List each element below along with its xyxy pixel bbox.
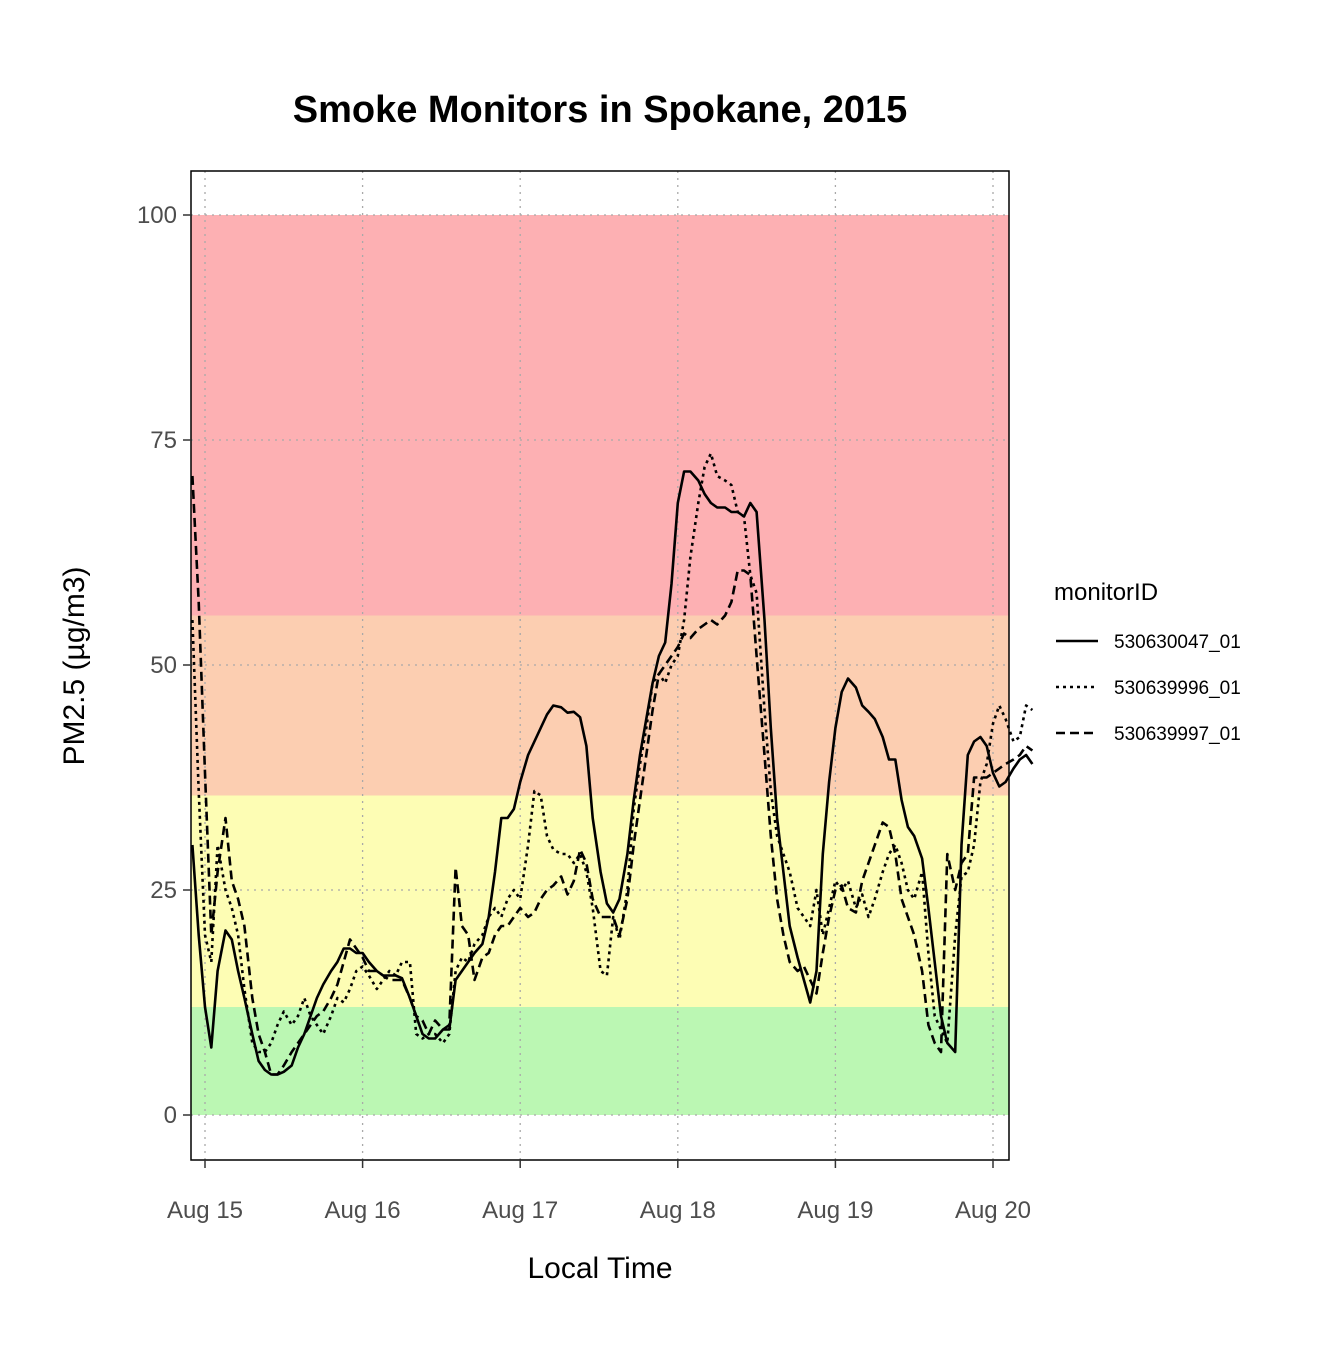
legend-label-530639996_01: 530639996_01 — [1114, 678, 1241, 699]
x-tick-label: Aug 17 — [482, 1197, 558, 1224]
aqi-band-0 — [191, 1007, 1009, 1115]
aqi-band-3 — [191, 215, 1009, 616]
aqi-bands — [191, 215, 1009, 1115]
y-tick-label: 100 — [137, 202, 177, 229]
y-tick-label: 0 — [164, 1102, 177, 1129]
series-line-530639996_01 — [191, 452, 1034, 1054]
x-tick-label: Aug 20 — [955, 1197, 1031, 1224]
x-axis-title: Local Time — [527, 1252, 672, 1285]
y-axis-title: PM2.5 (µg/m3) — [58, 567, 91, 766]
legend-label-530630047_01: 530630047_01 — [1114, 632, 1241, 653]
x-tick-label: Aug 18 — [640, 1197, 716, 1224]
chart-title: Smoke Monitors in Spokane, 2015 — [293, 89, 908, 131]
axes: 0 25 50 75 100 Aug 15 Aug 16 Aug 17 Aug 18 Aug 19… — [137, 202, 1031, 1224]
series-line-530639997_01 — [191, 475, 1034, 1076]
x-tick-label: Aug 19 — [797, 1197, 873, 1224]
y-tick-label: 50 — [150, 652, 177, 679]
legend-title: monitorID — [1054, 579, 1158, 606]
x-tick-label: Aug 15 — [167, 1197, 243, 1224]
aqi-band-2 — [191, 615, 1009, 796]
y-tick-label: 75 — [150, 427, 177, 454]
series-lines — [191, 452, 1034, 1076]
aqi-band-1 — [191, 795, 1009, 1007]
legend-label-530639997_01: 530639997_01 — [1114, 724, 1241, 745]
x-tick-label: Aug 16 — [325, 1197, 401, 1224]
series-line-530630047_01 — [191, 470, 1034, 1076]
legend: monitorID 530630047_01 530639996_01 530639… — [1054, 579, 1241, 745]
y-tick-label: 25 — [150, 877, 177, 904]
